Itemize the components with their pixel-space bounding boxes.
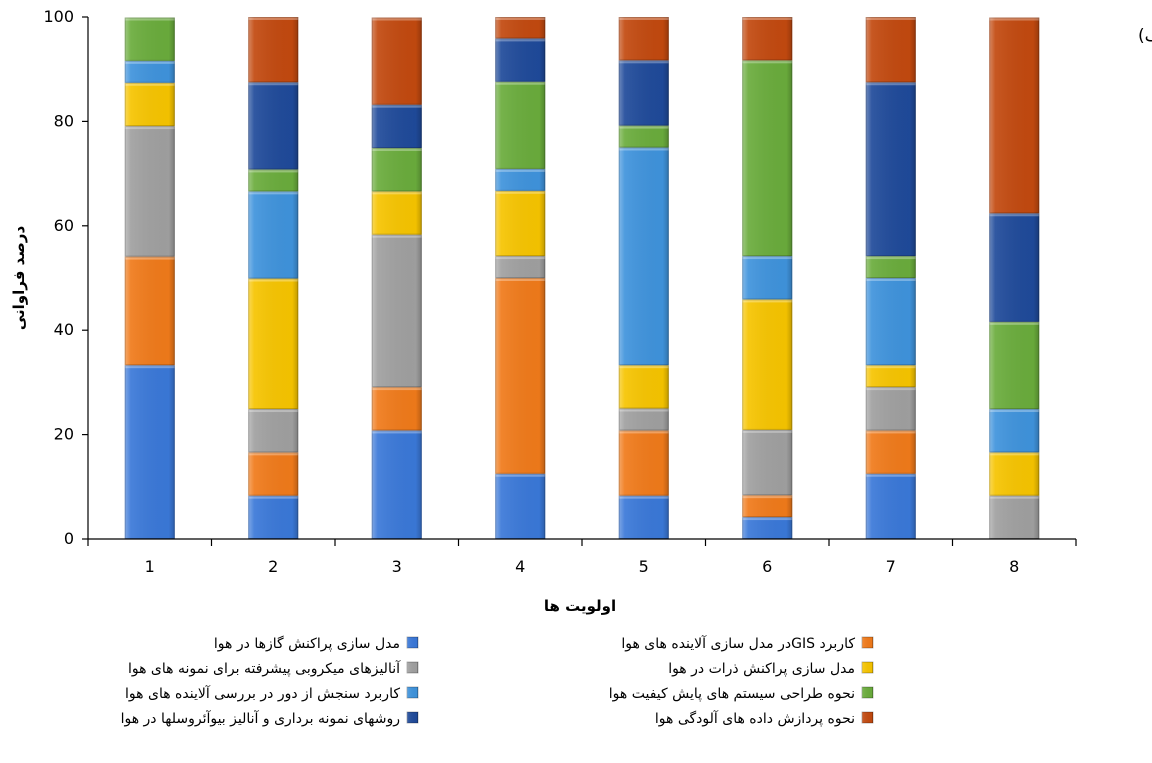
panel-label: (الف) [1138, 26, 1152, 46]
bar-segment-8-7 [989, 213, 1040, 322]
bar-segment-2-4 [248, 278, 299, 410]
bar-segment-2-6 [248, 169, 299, 192]
bar-segment-2-8 [248, 17, 299, 83]
bar-segment-3-3 [371, 234, 422, 388]
bar-segment-5-1 [618, 495, 669, 540]
y-tick-label-60: 60 [54, 216, 74, 235]
bar-segment-6-8 [742, 17, 793, 61]
legend-entry-7: روشهای نمونه برداری و آنالیز بیوآئروسلها… [121, 710, 419, 727]
bar-segment-2-2 [248, 452, 299, 496]
bar-segment-6-4 [742, 299, 793, 430]
bar-segment-3-4 [371, 191, 422, 235]
x-tick-label-4: 4 [515, 557, 525, 576]
bar-segment-7-4 [865, 365, 916, 388]
bar-segment-2-5 [248, 191, 299, 279]
x-tick-label-6: 6 [762, 557, 772, 576]
bar-segment-6-6 [742, 60, 793, 257]
legend-label: نحوه پردازش داده های آلودگی هوا [655, 710, 855, 727]
bar-segment-4-7 [495, 38, 546, 82]
bar-segment-5-4 [618, 365, 669, 409]
legend-entry-3: آنالیزهای میکروبی پیشرفته برای نمونه های… [128, 660, 419, 677]
x-tick-label-7: 7 [886, 557, 896, 576]
bar-segment-1-4 [124, 82, 175, 127]
bar-segment-3-6 [371, 148, 422, 192]
legend-label: مدل سازی پراکنش گازها در هوا [214, 635, 400, 652]
y-tick-label-40: 40 [54, 320, 74, 339]
bar-segment-4-1 [495, 473, 546, 539]
bar-segment-7-7 [865, 82, 916, 257]
bar-segment-7-2 [865, 430, 916, 474]
legend-label: کاربرد سنجش از دور در بررسی آلاینده های … [125, 685, 400, 702]
bar-segment-2-3 [248, 409, 299, 453]
bar-segment-4-6 [495, 81, 546, 169]
bar-segment-2-7 [248, 82, 299, 170]
bar-segment-1-1 [124, 365, 175, 540]
y-axis: 0 20 40 60 80 100 [43, 7, 89, 548]
bar-segment-4-3 [495, 256, 546, 278]
legend-entry-6: نحوه طراحی سیستم های پایش کیفیت هوا [609, 686, 874, 702]
legend-label: مدل سازی پراکنش ذرات در هوا [668, 661, 855, 677]
y-axis-title: درصد فراوانی [10, 226, 28, 331]
legend: مدل سازی پراکنش گازها در هوا کاربرد GISدر… [121, 635, 874, 727]
bar-segment-5-8 [618, 17, 669, 61]
legend-label: کاربرد GISدر مدل سازی آلاینده های هوا [621, 635, 855, 652]
x-tick-label-3: 3 [392, 557, 402, 576]
bar-segment-3-2 [371, 387, 422, 431]
x-tick-label-1: 1 [145, 557, 155, 576]
legend-label: نحوه طراحی سیستم های پایش کیفیت هوا [609, 686, 855, 702]
bar-segment-8-4 [989, 452, 1040, 496]
y-tick-label-20: 20 [54, 425, 74, 444]
x-axis-title: اولویت ها [544, 597, 616, 615]
bar-segment-8-6 [989, 321, 1040, 410]
bar-segment-3-7 [371, 104, 422, 149]
legend-entry-4: مدل سازی پراکنش ذرات در هوا [668, 661, 874, 677]
y-tick-label-100: 100 [43, 7, 74, 26]
bar-segment-5-2 [618, 430, 669, 496]
legend-entry-1: مدل سازی پراکنش گازها در هوا [214, 635, 419, 652]
x-axis: 1 2 3 4 5 6 7 8 [87, 538, 1077, 576]
bar-segment-8-5 [989, 409, 1040, 453]
y-tick-label-80: 80 [54, 111, 74, 130]
bar-segment-1-2 [124, 256, 175, 366]
legend-entry-8: نحوه پردازش داده های آلودگی هوا [655, 710, 874, 727]
bar-segment-6-3 [742, 429, 793, 496]
bar-segment-6-1 [742, 517, 793, 539]
bar-segment-1-3 [124, 126, 175, 257]
plot-area [124, 17, 1040, 540]
bar-segment-5-7 [618, 60, 669, 126]
bar-segment-6-2 [742, 495, 793, 518]
bar-segment-5-6 [618, 125, 669, 148]
bar-segment-7-3 [865, 387, 916, 431]
legend-entry-2: کاربرد GISدر مدل سازی آلاینده های هوا [621, 635, 874, 652]
legend-label: آنالیزهای میکروبی پیشرفته برای نمونه های… [128, 660, 401, 677]
bar-segment-1-6 [124, 17, 175, 61]
x-tick-label-5: 5 [639, 557, 649, 576]
bar-segment-5-3 [618, 408, 669, 431]
legend-entry-5: کاربرد سنجش از دور در بررسی آلاینده های … [125, 685, 419, 702]
bar-segment-7-8 [865, 17, 916, 83]
bar-segment-5-5 [618, 147, 669, 366]
bar-segment-4-2 [495, 278, 546, 474]
bar-segment-3-1 [371, 430, 422, 540]
bar-segment-4-8 [495, 17, 546, 39]
bar-segment-7-5 [865, 278, 916, 366]
bar-segment-4-4 [495, 190, 546, 257]
y-tick-label-0: 0 [64, 529, 74, 548]
bar-segment-2-1 [248, 495, 299, 540]
bar-segment-6-5 [742, 256, 793, 300]
legend-label: روشهای نمونه برداری و آنالیز بیوآئروسلها… [121, 710, 400, 727]
bar-segment-8-8 [989, 17, 1040, 214]
bar-segment-3-8 [371, 17, 422, 105]
bar-segment-7-1 [865, 473, 916, 539]
x-tick-label-8: 8 [1009, 557, 1019, 576]
bar-segment-1-5 [124, 60, 175, 83]
bar-segment-4-5 [495, 168, 546, 191]
x-tick-label-2: 2 [268, 557, 278, 576]
bar-segment-7-6 [865, 256, 916, 278]
bar-segment-8-3 [989, 495, 1040, 540]
